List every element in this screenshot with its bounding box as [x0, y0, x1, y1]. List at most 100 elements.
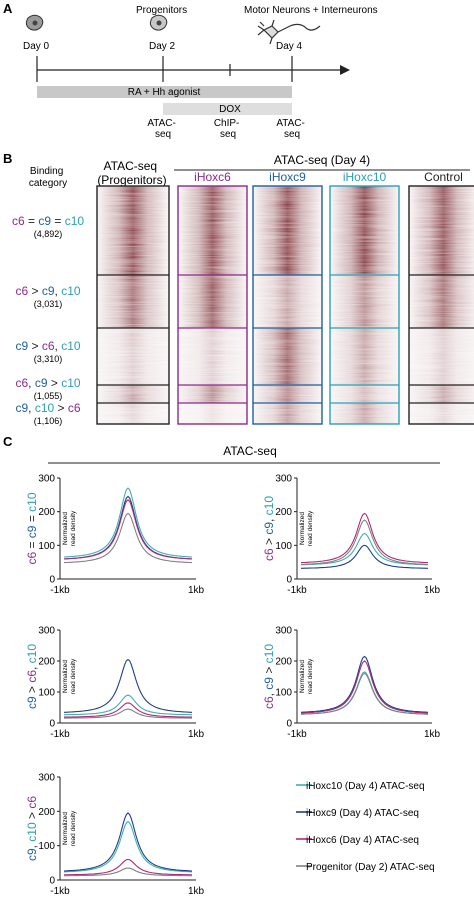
panel-c-title: ATAC-seq	[223, 444, 277, 458]
dox-bar	[163, 103, 292, 115]
x-label-left: -1kb	[50, 729, 70, 740]
y-axis-label: Normalizedread density	[62, 658, 77, 694]
series-line	[63, 512, 193, 564]
x-label-right: 1kb	[424, 585, 441, 596]
category-count: (1,055)	[34, 391, 63, 401]
progenitors-header-l1: ATAC-seq	[104, 159, 158, 173]
legend-item: Progenitor (Day 2) ATAC-seq	[296, 862, 435, 873]
legend-item: iHoxc9 (Day 4) ATAC-seq	[296, 808, 419, 819]
legend: iHoxc10 (Day 4) ATAC-seq iHoxc9 (Day 4) A…	[296, 781, 435, 873]
binding-category-l1: Binding	[30, 166, 63, 177]
heatmap-frame	[329, 185, 400, 425]
progenitor-cell-icon	[25, 14, 44, 31]
series-line	[64, 858, 192, 876]
series-line	[63, 812, 193, 872]
column-header: iHoxc9	[269, 170, 306, 184]
y-tick-label: 100	[38, 688, 55, 699]
heatmap-frame	[177, 185, 248, 425]
y-axis-label: Normalizedread density	[299, 510, 314, 546]
y-tick-label: 200	[38, 507, 55, 518]
chip-label-l2: seq	[220, 129, 236, 140]
category-count: (3,310)	[34, 354, 63, 364]
heatmap-texture	[97, 186, 169, 424]
series-line	[64, 658, 192, 713]
column-header: iHoxc10	[343, 170, 387, 184]
ra-bar-label: RA + Hh agonist	[128, 87, 201, 98]
x-label-left: -1kb	[287, 729, 307, 740]
profile-plot: 0 100 200 300 Normalizedread density c6 = c9 …	[25, 474, 204, 597]
y-tick-label: 200	[275, 507, 292, 518]
profile-plot: 0 100 200 300 Normalizedread density c9 > c6,…	[25, 626, 204, 741]
category-label: c6, c9 > c10(1,055)	[15, 376, 80, 401]
category-count: (4,892)	[34, 229, 63, 239]
column-header: iHoxc6	[194, 170, 231, 184]
category-count: (1,106)	[34, 416, 63, 426]
panel-a-letter: A	[3, 1, 13, 16]
legend-label: iHoxc10 (Day 4) ATAC-seq	[306, 781, 425, 792]
category-label: c9, c10 > c6(1,106)	[15, 401, 80, 426]
motor-neurons-label: Motor Neurons + Interneurons	[244, 5, 378, 16]
plot-category-label: c6 = c9 = c10	[25, 492, 39, 564]
x-label-right: 1kb	[424, 729, 441, 740]
neuron-icon	[257, 19, 321, 45]
series-line	[63, 487, 193, 558]
series-line	[64, 867, 192, 877]
y-tick-label: 300	[275, 626, 292, 637]
y-tick-label: 300	[38, 474, 55, 485]
heatmap-frame	[96, 185, 170, 425]
x-label-left: -1kb	[287, 585, 307, 596]
category-name: c9 > c6, c10	[15, 339, 80, 353]
legend-label: iHoxc9 (Day 4) ATAC-seq	[306, 808, 419, 819]
x-label-right: 1kb	[188, 886, 205, 895]
profile-plot: 0 100 200 300 Normalizedread density c6 > c9,…	[262, 474, 440, 597]
progenitor-cell-icon	[149, 14, 168, 31]
category-count: (3,031)	[34, 299, 63, 309]
category-label: c9 > c6, c10(3,310)	[15, 339, 80, 364]
x-label-right: 1kb	[188, 585, 205, 596]
progenitors-header-l2: (Progenitors)	[97, 173, 166, 187]
series-line	[300, 655, 429, 713]
dox-bar-label: DOX	[219, 104, 241, 115]
x-label-left: -1kb	[50, 585, 70, 596]
atac-label-day2-l1: ATAC-	[147, 118, 176, 129]
y-tick-label: 300	[38, 773, 55, 784]
series-line	[300, 660, 429, 714]
panel-b-letter: B	[3, 151, 12, 166]
legend-label: Progenitor (Day 2) ATAC-seq	[306, 862, 435, 873]
series-line	[300, 519, 429, 565]
heatmap-frame	[252, 185, 323, 425]
panel-b: B Binding category ATAC-seq (Progenitors…	[3, 151, 474, 426]
day2-label: Day 2	[149, 41, 176, 52]
y-tick-label: 200	[38, 657, 55, 668]
panel-c-letter: C	[3, 434, 13, 449]
plot-category-label: c9 > c6, c10	[25, 644, 39, 709]
profile-plot: 0 100 200 300 Normalizedread density c9, c10 …	[25, 773, 205, 898]
legend-label: iHoxc6 (Day 4) ATAC-seq	[306, 835, 419, 846]
timeline-axis	[36, 56, 344, 82]
atac-label-day4: ATAC- seq	[276, 118, 307, 140]
y-tick-label: 100	[38, 841, 55, 852]
x-label-right: 1kb	[188, 729, 205, 740]
category-name: c9, c10 > c6	[15, 401, 80, 415]
profile-plots: 0 100 200 300 Normalizedread density c6 = c9 …	[25, 474, 441, 898]
timeline-arrowhead	[340, 65, 350, 75]
day4-label: Day 4	[276, 41, 303, 52]
series-line	[64, 708, 192, 719]
y-axis-label: Normalizedread density	[62, 810, 77, 846]
chip-label: ChIP- seq	[214, 118, 242, 140]
plot-category-label: c6, c9 > c10	[262, 644, 276, 709]
legend-item: iHoxc6 (Day 4) ATAC-seq	[296, 835, 419, 846]
y-tick-label: 0	[49, 876, 55, 887]
progenitors-header: ATAC-seq (Progenitors)	[97, 159, 166, 187]
y-axis-label: Normalizedread density	[299, 658, 314, 694]
heatmap-ihoxc10: iHoxc10	[329, 170, 400, 425]
y-tick-label: 100	[275, 541, 292, 552]
binding-category-label: Binding category	[29, 166, 67, 189]
series-line	[63, 495, 193, 560]
progenitors-label: Progenitors	[136, 5, 187, 16]
atac-label-day4-l2: seq	[284, 129, 300, 140]
y-tick-label: 0	[49, 719, 55, 730]
heatmap-ihoxc6: iHoxc6	[177, 170, 248, 425]
atac-label-day4-l1: ATAC-	[276, 118, 305, 129]
